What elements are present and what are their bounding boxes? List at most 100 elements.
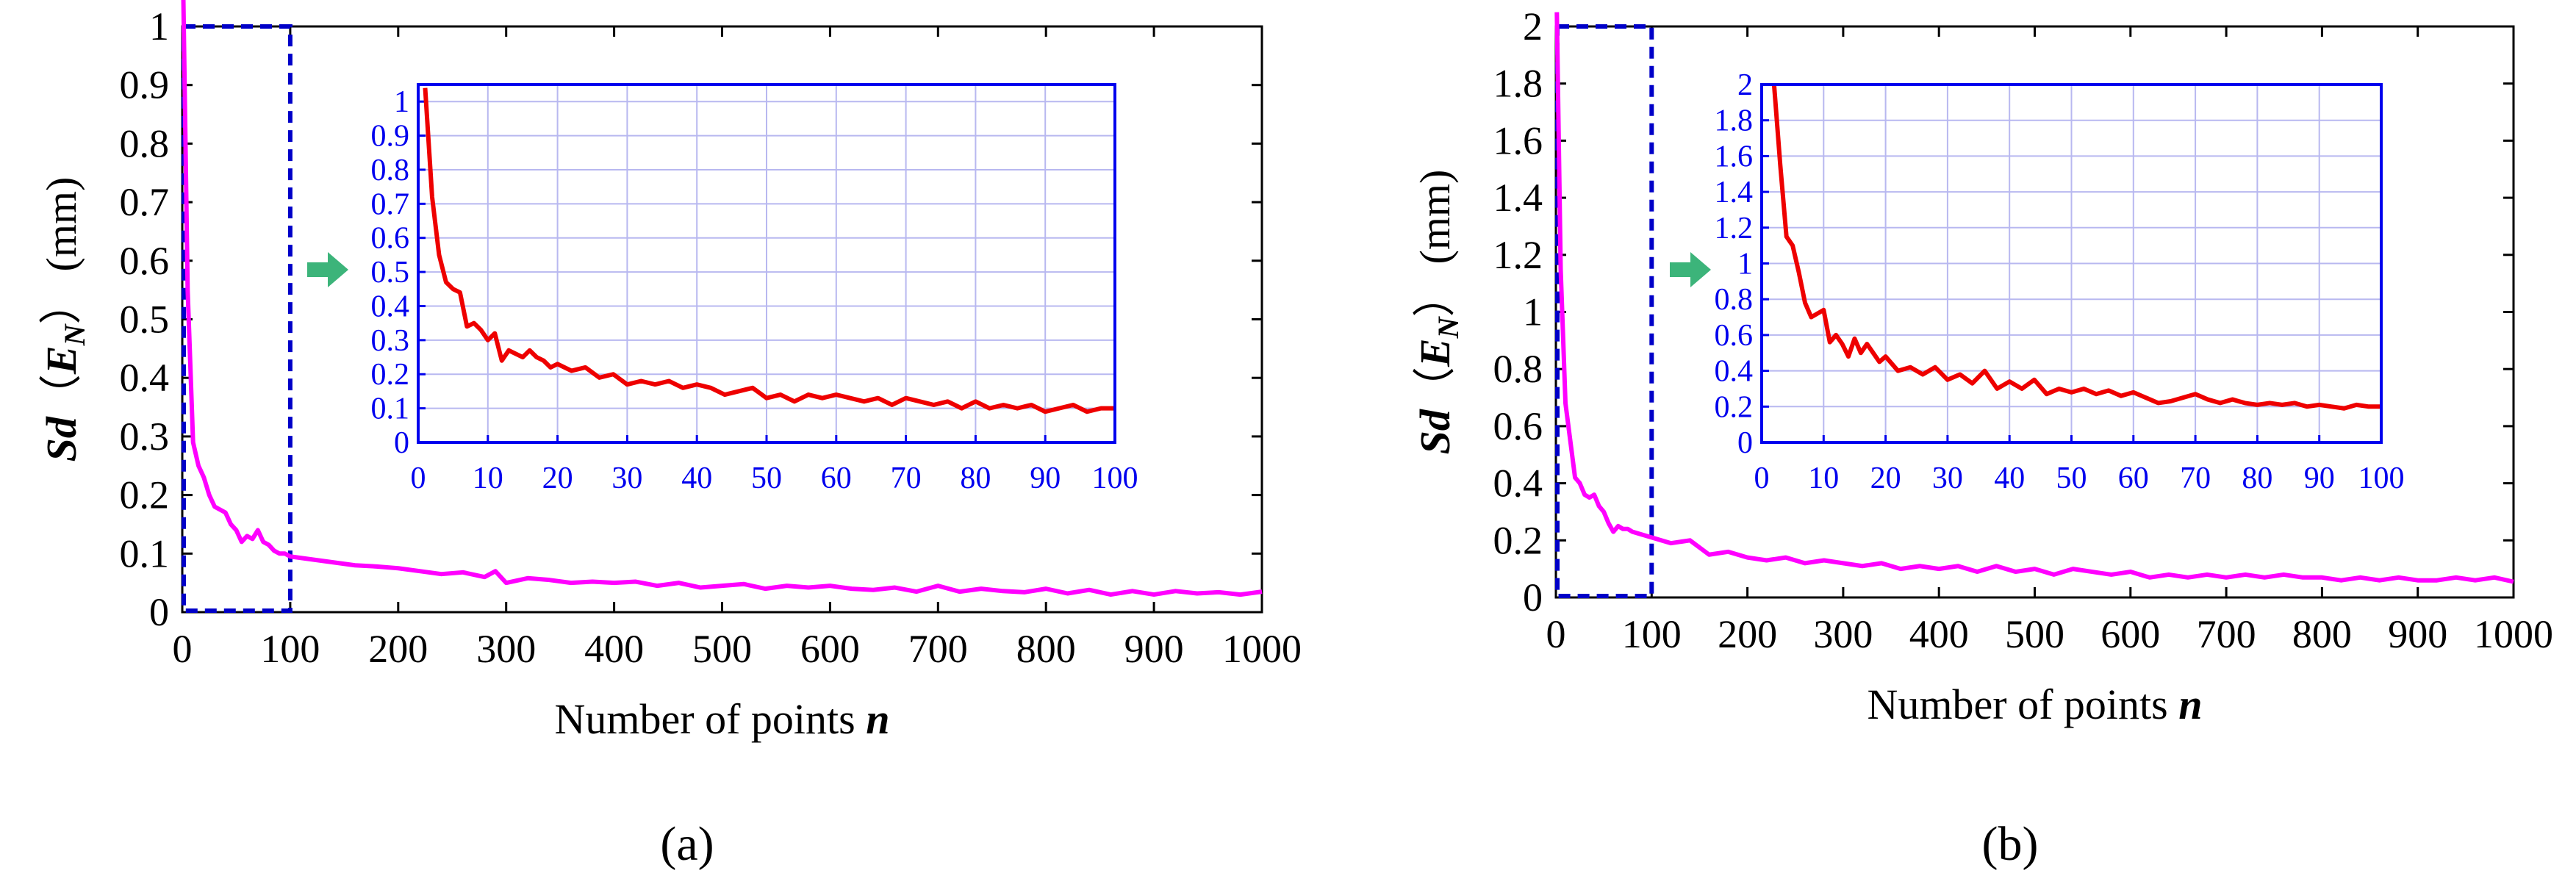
- inset-y-tick-label: 0.4: [1715, 355, 1754, 389]
- y-tick-label: 0.1: [120, 531, 170, 575]
- inset-y-tick-label: 1.4: [1715, 176, 1754, 209]
- inset-y-tick-label: 1.2: [1715, 212, 1754, 245]
- x-tick-label: 0: [1546, 612, 1566, 656]
- x-axis-label-b: Number of points n: [1868, 680, 2203, 728]
- inset-y-tick-label: 0.7: [371, 187, 410, 221]
- y-tick-label: 0.6: [120, 239, 170, 283]
- inset-y-tick-label: 0.8: [371, 154, 410, 187]
- x-tick-label: 200: [368, 627, 428, 671]
- x-tick-label: 1000: [2474, 612, 2553, 656]
- y-tick-label: 0.7: [120, 180, 170, 224]
- y-tick-label: 0.6: [1493, 404, 1543, 448]
- inset-y-tick-label: 1: [394, 85, 409, 119]
- y-tick-label: 1.6: [1493, 118, 1543, 162]
- panel-label-b: (b): [1982, 817, 2039, 871]
- y-tick-label: 2: [1523, 4, 1543, 49]
- x-tick-label: 200: [1718, 612, 1777, 656]
- x-tick-label: 0: [173, 627, 193, 671]
- x-tick-label: 500: [2005, 612, 2064, 656]
- inset-x-tick-label: 70: [2180, 462, 2211, 495]
- inset-y-tick-label: 0.9: [371, 120, 410, 154]
- inset-frame-a: [417, 83, 1116, 444]
- y-tick-label: 0.8: [1493, 347, 1543, 391]
- zoom-arrow-icon: [307, 252, 348, 287]
- inset-x-tick-label: 30: [611, 462, 642, 495]
- inset-x-tick-label: 30: [1932, 462, 1963, 495]
- y-tick-label: 0.2: [120, 473, 170, 517]
- x-axis-label-a: Number of points n: [555, 695, 890, 743]
- chart-a: 0 100 200 300 400 500 600 700 800 900 100000.10.20…: [37, 0, 1302, 743]
- inset-series-line-b: [1771, 84, 2381, 411]
- x-tick-label: 1000: [1222, 627, 1302, 671]
- inset-x-tick-label: 70: [891, 462, 922, 495]
- inset-x-tick-label: 80: [2242, 462, 2272, 495]
- y-tick-label: 0.9: [120, 63, 170, 107]
- x-tick-label: 600: [2100, 612, 2160, 656]
- inset-y-tick-label: 0.5: [371, 256, 410, 290]
- inset-y-tick-label: 0.8: [1715, 283, 1754, 317]
- inset-x-tick-label: 10: [1808, 462, 1839, 495]
- inset-x-tick-label: 80: [960, 462, 991, 495]
- y-tick-label: 1.8: [1493, 62, 1543, 106]
- inset-y-tick-label: 1: [1737, 248, 1753, 281]
- inset-x-tick-label: 50: [2056, 462, 2087, 495]
- zoom-region-box-a: [182, 24, 293, 613]
- inset-x-tick-label: 90: [1030, 462, 1061, 495]
- y-axis-label-a: Sd（EN）(mm): [37, 177, 91, 462]
- zoom-region-box-b: [1555, 24, 1654, 598]
- inset-frame-b: [1760, 83, 2383, 444]
- y-tick-label: 1: [149, 4, 169, 49]
- series-line-b: [1554, 12, 2514, 584]
- inset-x-tick-label: 90: [2304, 462, 2335, 495]
- inset-y-tick-label: 0: [1737, 426, 1753, 460]
- inset-x-tick-label: 40: [1994, 462, 2025, 495]
- panel-label-a: (a): [660, 817, 714, 871]
- inset-x-tick-label: 20: [1870, 462, 1901, 495]
- y-tick-label: 0: [1523, 575, 1543, 620]
- y-tick-label: 0.4: [120, 356, 170, 400]
- x-tick-label: 100: [260, 627, 320, 671]
- x-tick-label: 400: [1909, 612, 1969, 656]
- x-tick-label: 900: [2388, 612, 2447, 656]
- inset-y-tick-label: 0.6: [371, 222, 410, 256]
- inset-y-tick-label: 0.4: [371, 290, 410, 323]
- x-tick-label: 700: [908, 627, 968, 671]
- x-tick-label: 100: [1622, 612, 1682, 656]
- chart-b: 0 100 200 300 400 500 600 700 800 900 100000.20.40…: [1411, 4, 2553, 728]
- y-tick-label: 0.3: [120, 414, 170, 459]
- inset-x-tick-label: 0: [411, 462, 426, 495]
- y-tick-label: 0.2: [1493, 518, 1543, 562]
- inset-y-tick-label: 0.2: [1715, 390, 1754, 424]
- y-tick-label: 0.4: [1493, 462, 1543, 506]
- y-tick-label: 0.8: [120, 121, 170, 165]
- inset-x-tick-label: 10: [473, 462, 503, 495]
- inset-series-line-a: [423, 87, 1115, 414]
- x-tick-label: 800: [2292, 612, 2352, 656]
- y-tick-label: 0.5: [120, 298, 170, 342]
- y-tick-label: 0: [149, 590, 169, 634]
- zoom-arrow-icon: [1670, 252, 1711, 287]
- inset-x-tick-label: 0: [1754, 462, 1770, 495]
- inset-y-tick-label: 2: [1737, 68, 1753, 102]
- x-tick-label: 300: [476, 627, 536, 671]
- x-tick-label: 600: [800, 627, 860, 671]
- x-tick-label: 900: [1124, 627, 1184, 671]
- inset-x-tick-label: 100: [2358, 462, 2405, 495]
- inset-y-tick-label: 0.3: [371, 324, 410, 358]
- inset-y-tick-label: 0.2: [371, 358, 410, 392]
- inset-x-tick-label: 40: [681, 462, 712, 495]
- series-line-a: [181, 0, 1263, 597]
- inset-x-tick-label: 20: [542, 462, 573, 495]
- x-tick-label: 300: [1813, 612, 1873, 656]
- inset-y-tick-label: 1.6: [1715, 140, 1754, 173]
- x-tick-label: 400: [584, 627, 644, 671]
- x-tick-label: 700: [2197, 612, 2256, 656]
- inset-y-tick-label: 0.1: [371, 392, 410, 426]
- x-tick-label: 800: [1016, 627, 1076, 671]
- x-tick-label: 500: [692, 627, 752, 671]
- inset-x-tick-label: 100: [1092, 462, 1138, 495]
- inset-y-tick-label: 1.8: [1715, 104, 1754, 138]
- y-tick-label: 1.4: [1493, 176, 1543, 220]
- inset-x-tick-label: 50: [751, 462, 782, 495]
